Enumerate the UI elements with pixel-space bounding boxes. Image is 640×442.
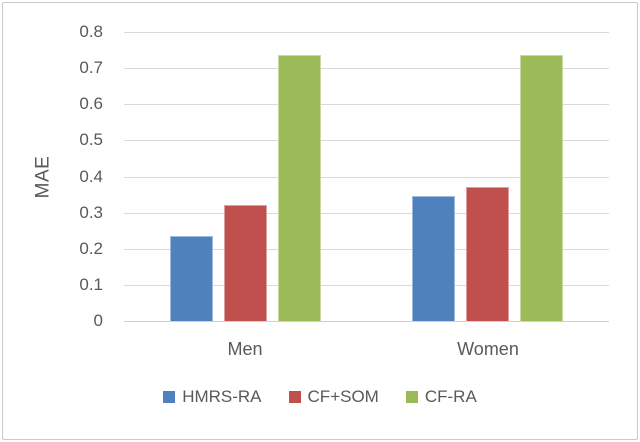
- y-tick-label: 0.7: [79, 58, 103, 77]
- legend-label: CF-RA: [424, 387, 477, 406]
- y-tick-label: 0.1: [79, 275, 103, 294]
- y-tick-label: 0.3: [79, 203, 103, 222]
- y-tick-label: 0: [93, 311, 103, 330]
- bar-hmrs-ra-men: [170, 236, 213, 321]
- gridline: [124, 213, 609, 214]
- gridline: [124, 285, 609, 286]
- gridline: [124, 140, 609, 141]
- bar-cf-ra-men: [278, 55, 321, 321]
- gridline: [124, 177, 609, 178]
- gridline: [124, 68, 609, 69]
- gridline: [124, 104, 609, 105]
- legend-item-hmrs-ra: HMRS-RA: [163, 387, 262, 407]
- y-tick-label: 0.4: [79, 167, 103, 186]
- y-tick-label: 0.5: [79, 130, 103, 149]
- legend-swatch-icon: [163, 391, 176, 403]
- y-tick-label: 0.6: [79, 94, 103, 113]
- legend-item-cf-ra: CF-RA: [405, 387, 477, 407]
- gridline: [124, 32, 609, 33]
- legend-swatch-icon: [405, 391, 418, 403]
- legend-item-cf+som: CF+SOM: [288, 387, 379, 407]
- bar-cf+som-women: [466, 187, 509, 321]
- bar-cf+som-men: [224, 205, 267, 321]
- y-tick-label: 0.2: [79, 239, 103, 258]
- x-axis-line: [124, 321, 609, 322]
- gridline: [124, 249, 609, 250]
- legend-label: CF+SOM: [307, 387, 379, 406]
- x-category-label: Women: [457, 339, 519, 359]
- legend-swatch-icon: [288, 391, 301, 403]
- legend: HMRS-RA CF+SOM CF-RA: [0, 384, 640, 410]
- legend-label: HMRS-RA: [182, 387, 262, 406]
- y-tick-label: 0.8: [79, 22, 103, 41]
- plot-area: [124, 32, 609, 322]
- bar-hmrs-ra-women: [412, 196, 455, 321]
- bar-cf-ra-women: [520, 55, 563, 321]
- x-category-label: Men: [227, 339, 263, 359]
